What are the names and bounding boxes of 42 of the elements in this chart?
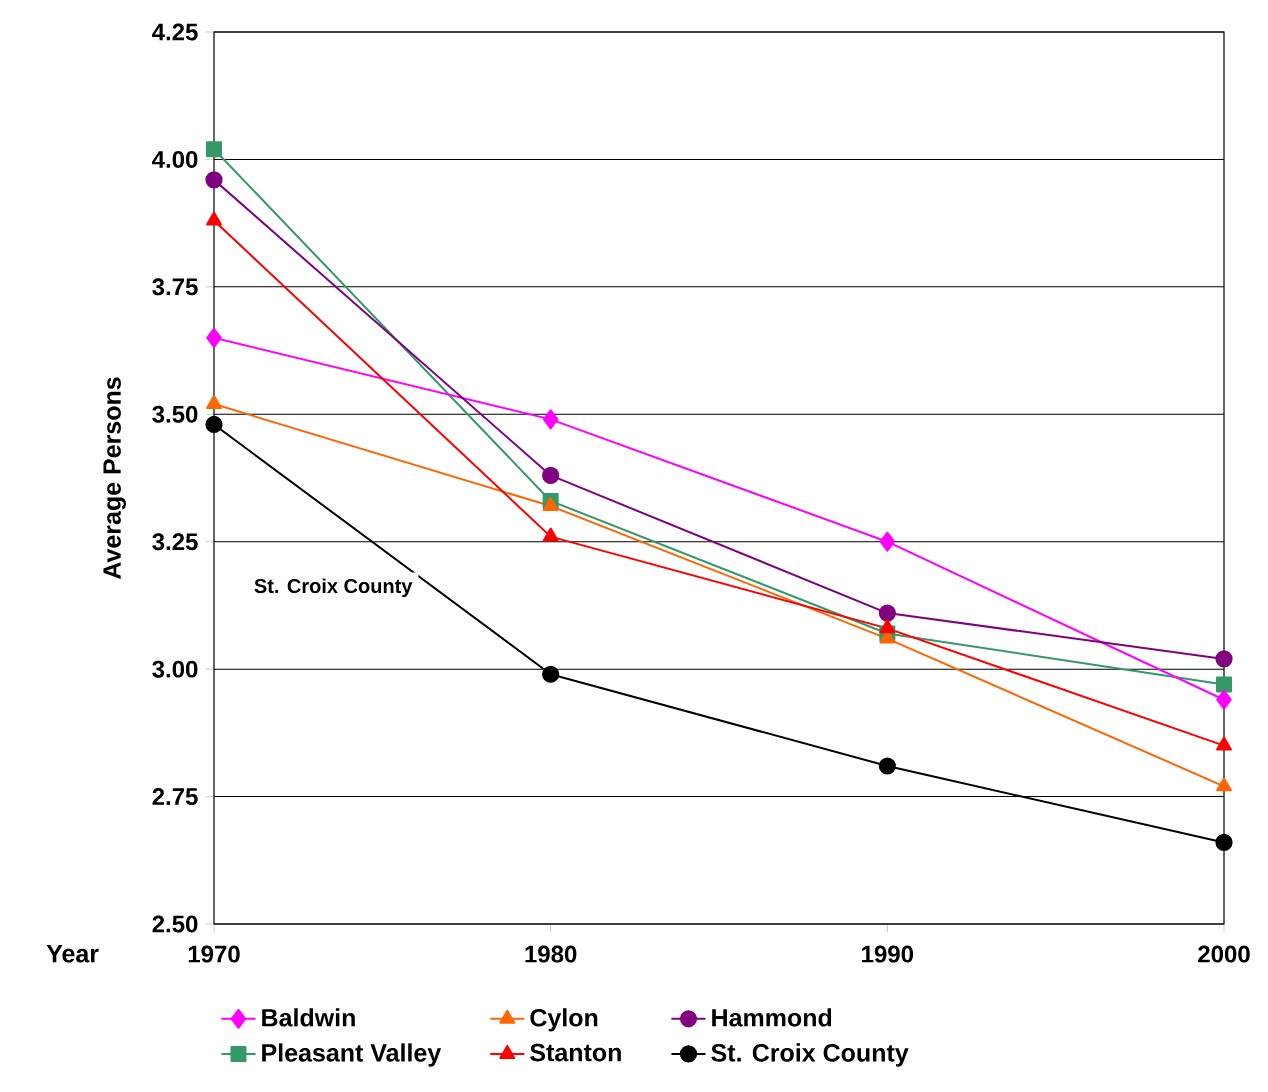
y-axis-title: Average Persons (103, 377, 126, 580)
point (206, 395, 222, 410)
point (1216, 736, 1232, 751)
y-tick-label: 3.50 (152, 405, 198, 423)
point (206, 211, 222, 226)
x-tick-label: 1990 (862, 945, 914, 963)
x-tick-label: 2000 (1198, 945, 1250, 963)
point (542, 409, 559, 430)
point (542, 497, 559, 512)
x-axis-title: Year (46, 945, 99, 963)
point (879, 531, 896, 552)
point (542, 466, 560, 485)
point (878, 757, 896, 775)
point (1216, 676, 1233, 693)
x-tick-label: 1970 (188, 945, 240, 963)
point (878, 604, 896, 622)
point (1215, 833, 1233, 852)
y-tick-label: 3.25 (152, 533, 198, 551)
point (205, 171, 223, 189)
x-tick-label: 1980 (525, 945, 577, 963)
y-tick-label: 2.50 (152, 915, 198, 933)
y-tick-label: 2.75 (152, 788, 198, 806)
point (879, 619, 896, 634)
point (542, 527, 559, 542)
point (542, 665, 560, 683)
point (206, 141, 222, 158)
legend-label: Stanton (530, 1043, 621, 1062)
y-tick-label: 4.25 (152, 23, 198, 41)
y-tick-label: 3.00 (152, 660, 198, 678)
legend-label: Baldwin (262, 1008, 355, 1027)
legend-label: Pleasant Valley (262, 1043, 442, 1067)
legend-label: Hammond (712, 1008, 832, 1027)
annotation: St. Croix County (254, 578, 413, 598)
y-tick-label: 4.00 (152, 150, 198, 168)
point (205, 415, 223, 434)
point (206, 327, 222, 348)
y-tick-label: 3.75 (152, 278, 198, 296)
legend-label: St. Croix County (711, 1043, 909, 1067)
legend-label: Cylon (530, 1008, 598, 1032)
point (1216, 689, 1232, 710)
point (1215, 650, 1233, 668)
point (1216, 777, 1232, 792)
